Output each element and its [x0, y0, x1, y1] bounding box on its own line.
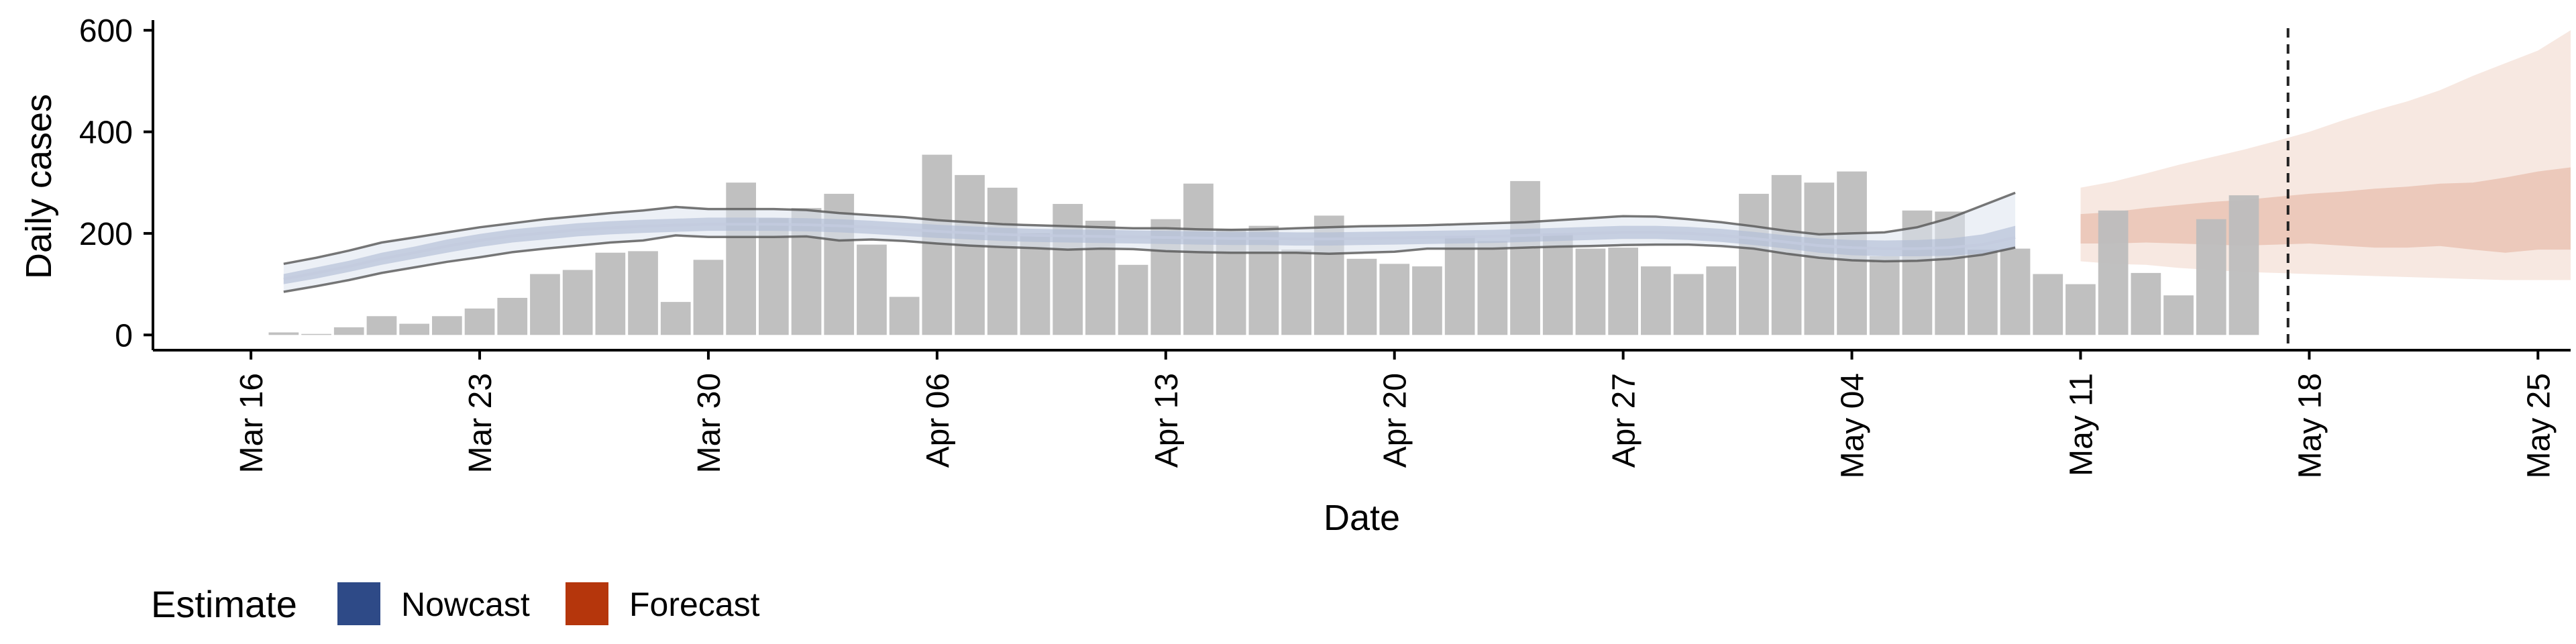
case-bar [1346, 258, 1377, 335]
case-bar [1118, 264, 1148, 335]
legend-label-nowcast: Nowcast [401, 586, 530, 623]
case-bar [268, 332, 299, 335]
case-bar [1968, 250, 1998, 335]
nowcast-lower-line [283, 234, 2016, 293]
x-axis-ticks: Mar 16 Mar 23 Mar 30 Apr 06 Apr 13 Apr 20 Apr … [234, 350, 2557, 478]
case-bar [1869, 256, 1900, 335]
y-axis-ticks: 0 200 400 600 [79, 13, 153, 354]
case-bar [1739, 193, 1769, 335]
case-bar [1444, 235, 1475, 335]
case-bar [2000, 248, 2031, 335]
x-tick-label: Mar 23 [463, 373, 498, 473]
case-bar [955, 174, 985, 335]
case-bar [987, 187, 1018, 335]
y-axis-title: Daily cases [19, 94, 59, 279]
case-bar [562, 270, 593, 335]
legend-swatch-forecast [566, 582, 608, 625]
case-bar [595, 252, 626, 335]
case-bar [628, 251, 658, 335]
case-bar [1608, 248, 1638, 335]
y-tick-label: 400 [79, 115, 133, 151]
x-tick-label: Apr 13 [1149, 373, 1185, 468]
y-tick-label: 0 [115, 318, 133, 354]
case-bar [1542, 233, 1573, 335]
legend-title: Estimate [151, 583, 297, 625]
case-bar [2196, 219, 2226, 335]
nowcast-median-line [283, 223, 2016, 280]
case-bar [1706, 266, 1737, 335]
case-bar [2033, 274, 2063, 335]
case-bar [1183, 183, 1214, 335]
x-tick-label: Mar 30 [692, 373, 727, 473]
y-tick-label: 600 [79, 13, 133, 49]
case-bar [1673, 274, 1704, 335]
case-bar [2131, 272, 2161, 335]
case-bar [366, 316, 397, 335]
x-tick-label: May 25 [2521, 373, 2557, 478]
nowcast-upper-line [283, 191, 2016, 266]
case-bar [1281, 250, 1311, 335]
case-bar [2098, 210, 2129, 335]
case-bar [2163, 295, 2194, 335]
x-tick-label: Apr 27 [1607, 373, 1642, 468]
x-tick-label: Mar 16 [234, 373, 270, 473]
x-tick-label: Apr 20 [1378, 373, 1413, 468]
x-tick-label: May 11 [2063, 373, 2099, 476]
axes: Mar 16 Mar 23 Mar 30 Apr 06 Apr 13 Apr 20 Apr … [79, 13, 2571, 478]
case-bar [464, 308, 495, 335]
case-bar [726, 182, 756, 335]
case-bar [1412, 266, 1442, 335]
forecast-bands [2080, 30, 2571, 280]
case-bar [432, 316, 462, 335]
x-tick-label: Apr 06 [920, 373, 956, 468]
x-tick-label: May 18 [2292, 373, 2328, 478]
case-bar [857, 244, 887, 335]
case-bar [660, 302, 691, 335]
legend: Estimate Nowcast Forecast [151, 582, 760, 625]
case-bar [1053, 204, 1083, 335]
case-bar [1379, 264, 1410, 335]
legend-label-forecast: Forecast [629, 586, 760, 623]
case-bar [530, 274, 560, 335]
legend-swatch-nowcast [337, 582, 380, 625]
case-bar [1641, 266, 1671, 335]
case-bar [399, 323, 429, 335]
case-bar [693, 260, 724, 335]
case-bar [1575, 248, 1606, 335]
case-bar [497, 298, 528, 335]
case-bar [1510, 180, 1540, 335]
case-bar [1477, 241, 1508, 335]
case-bar [333, 327, 364, 335]
case-bar [2229, 195, 2259, 335]
x-axis-title: Date [1324, 498, 1400, 538]
case-bar [301, 333, 331, 335]
case-bar [889, 297, 920, 335]
case-bar [1020, 233, 1051, 335]
y-tick-label: 200 [79, 217, 133, 252]
nowcast-bands [283, 191, 2016, 293]
case-bar [2065, 284, 2096, 335]
plot-area [268, 28, 2571, 350]
x-tick-label: May 04 [1835, 373, 1871, 478]
